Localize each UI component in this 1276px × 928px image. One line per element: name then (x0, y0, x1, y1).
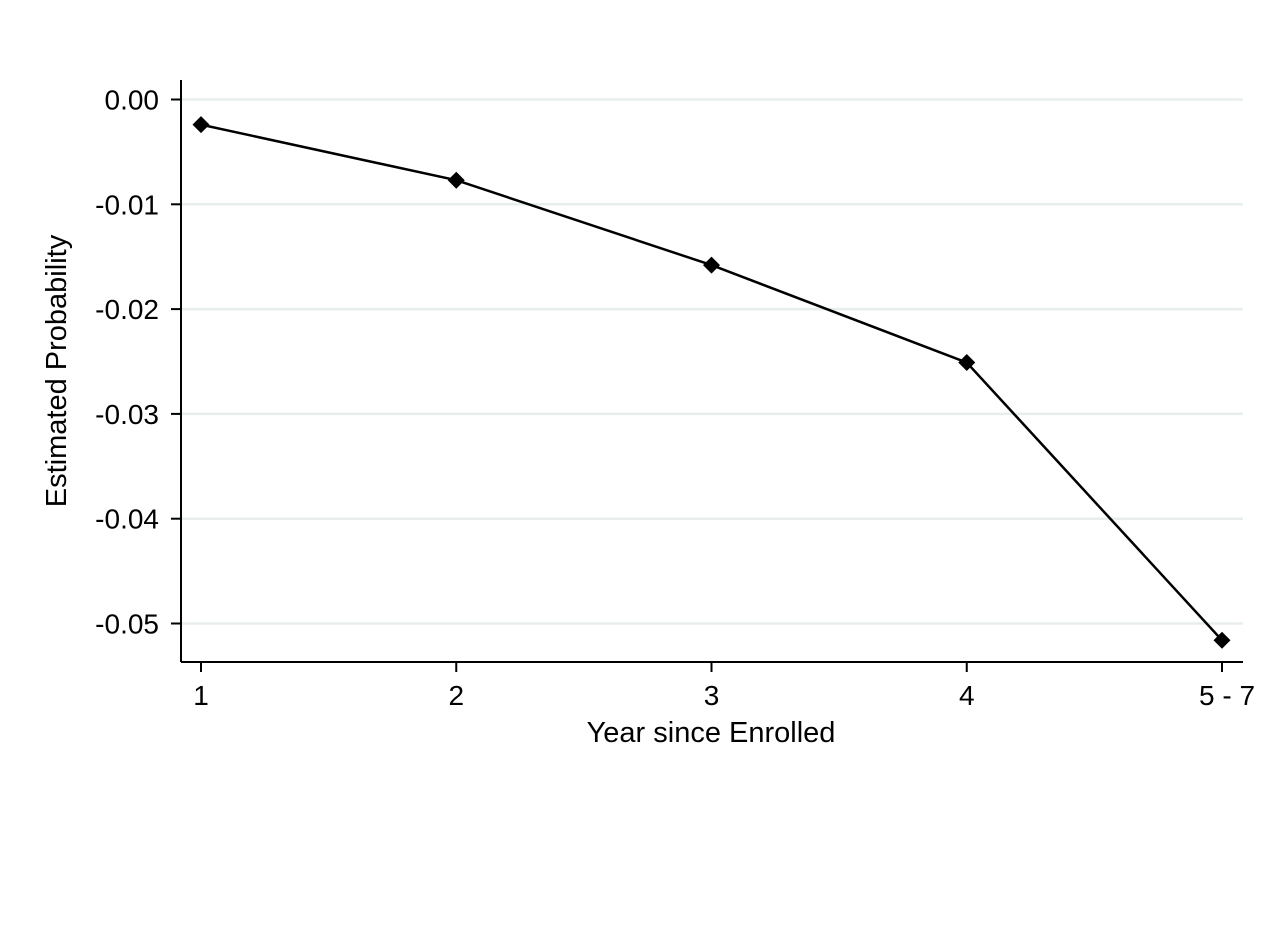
y-tick-label: -0.01 (95, 189, 159, 220)
data-point-marker (1213, 631, 1231, 649)
data-point-marker (447, 171, 465, 189)
x-axis-title: Year since Enrolled (587, 717, 836, 749)
x-axis-ticks: 1 2 3 4 5 - 7 (193, 662, 1255, 711)
data-point-marker (703, 256, 720, 274)
data-point-marker (958, 354, 976, 372)
y-axis-ticks: 0.00 -0.01 -0.02 -0.03 -0.04 -0.05 (95, 85, 181, 640)
x-tick-label: 4 (959, 680, 975, 711)
x-tick-label: 2 (448, 680, 464, 711)
y-tick-label: -0.05 (95, 609, 159, 640)
y-tick-label: -0.04 (95, 504, 159, 535)
y-tick-label: 0.00 (105, 85, 160, 116)
x-tick-label: 1 (193, 680, 209, 711)
y-axis-title: Estimated Probability (41, 234, 73, 507)
data-point-marker (192, 116, 210, 134)
y-tick-label: -0.02 (95, 294, 159, 325)
y-tick-label: -0.03 (95, 399, 159, 430)
x-tick-label: 3 (704, 680, 720, 711)
series-line (200, 123, 1223, 642)
data-markers (192, 116, 1231, 649)
x-tick-label: 5 - 7 (1199, 680, 1255, 711)
grid-lines (182, 98, 1243, 625)
